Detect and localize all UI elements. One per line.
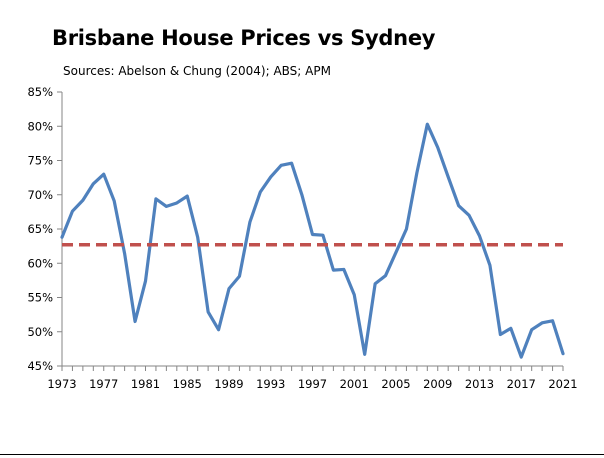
plot-lines [60,122,565,359]
x-tick-label: 2001 [340,377,369,391]
y-tick-label: 80% [27,119,53,133]
x-tick-label: 2017 [507,377,536,391]
x-axis: 1973 1977 1981 1985 1989 1993 1997 2001 2005 2009… [47,365,578,391]
chart-title: Brisbane House Prices vs Sydney [52,26,436,50]
y-tick-label: 45% [27,359,53,373]
x-tick-label: 1989 [214,377,243,391]
y-tick-label: 75% [27,154,53,168]
x-tick-label: 1985 [173,377,202,391]
y-tick-label: 65% [27,222,53,236]
y-tick-label: 55% [27,291,53,305]
y-tick-label: 70% [27,188,53,202]
y-tick-label: 60% [27,256,53,270]
x-tick-label: 1993 [256,377,285,391]
x-tick-label: 2005 [381,377,410,391]
x-tick-label: 1977 [89,377,118,391]
x-tick-label: 2009 [423,377,452,391]
x-tick-label: 2013 [465,377,494,391]
y-tick-label: 85% [27,85,53,99]
x-tick-label: 1981 [131,377,160,391]
x-tick-label: 2021 [548,377,577,391]
chart-subtitle: Sources: Abelson & Chung (2004); ABS; AP… [63,64,331,78]
x-tick-label: 1997 [298,377,327,391]
x-tick-label: 1973 [47,377,76,391]
price-ratio-line [60,122,565,359]
y-axis: 45% 50% 55% 60% 65% 70% 75% 80% 85% [27,85,63,373]
bottom-divider [0,454,604,455]
y-tick-label: 50% [27,325,53,339]
